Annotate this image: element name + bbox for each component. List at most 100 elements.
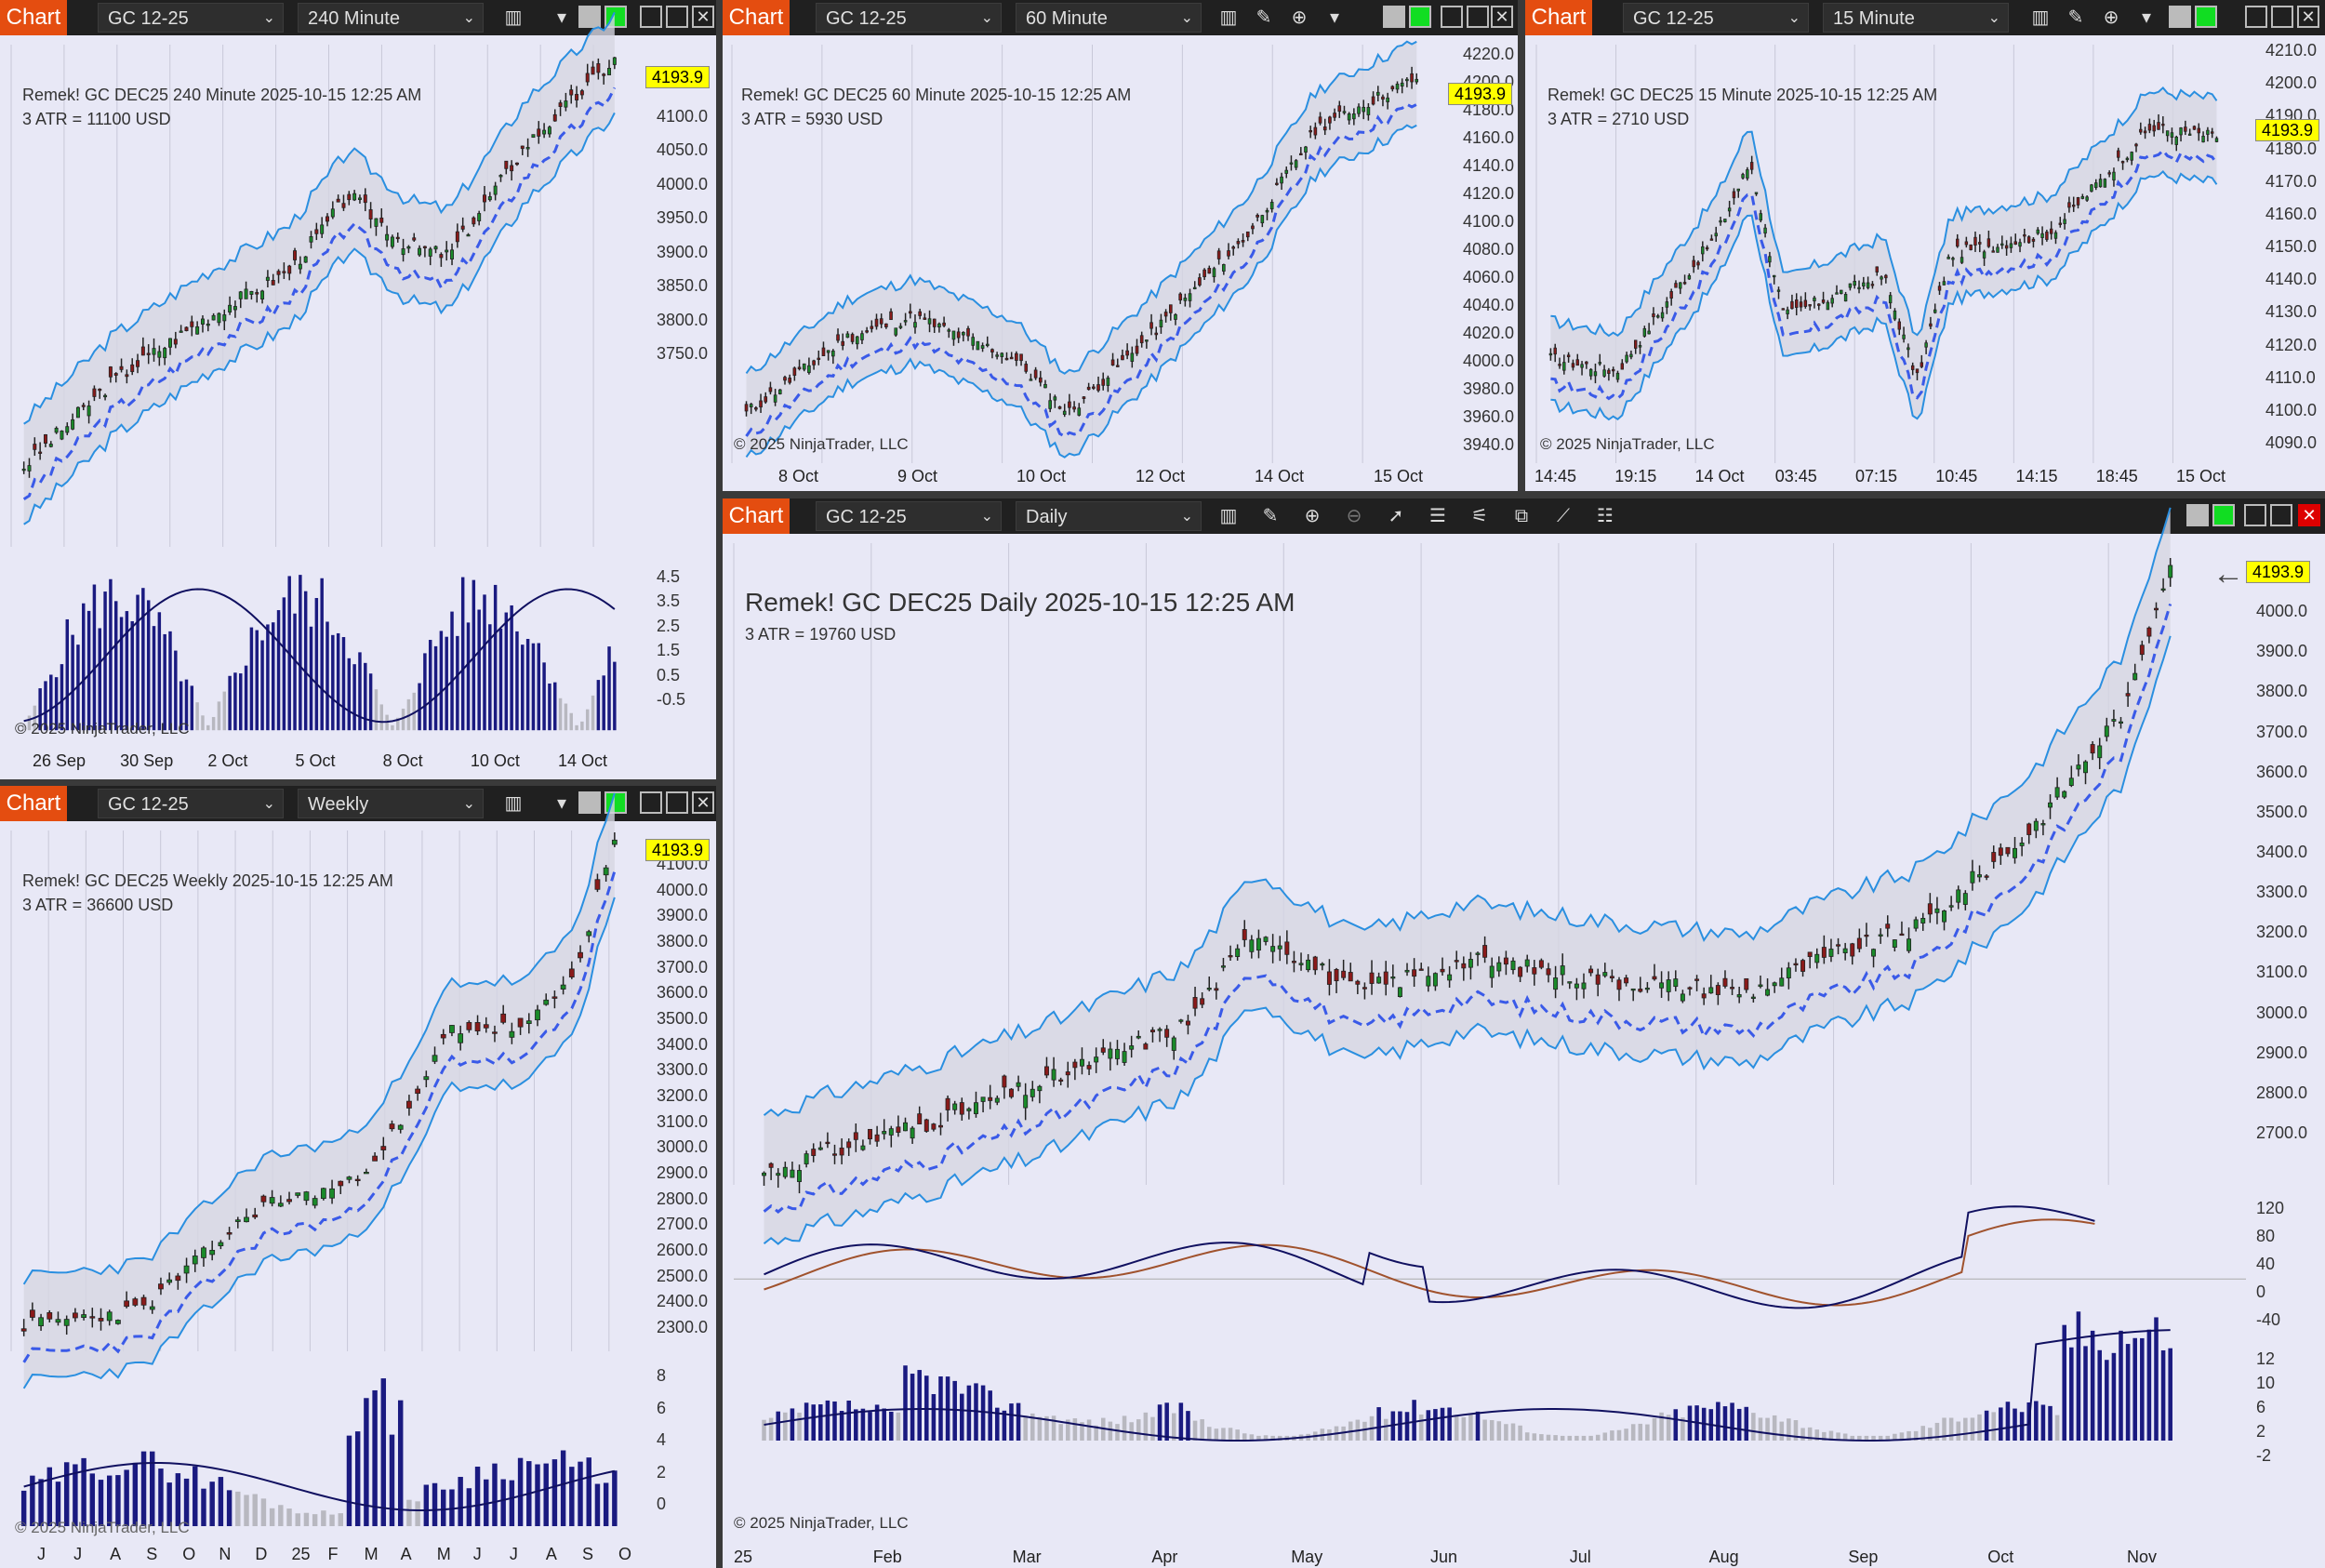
minimize-button[interactable]: [2245, 6, 2267, 28]
histogram-bar: [163, 633, 166, 731]
draw-tool-icon[interactable]: ✎: [1262, 506, 1279, 526]
indicators-icon[interactable]: ☷: [1597, 506, 1614, 526]
candle-body: [1094, 1056, 1099, 1063]
close-button[interactable]: ✕: [692, 6, 714, 28]
candle-body: [380, 1146, 387, 1150]
minimize-button[interactable]: [640, 6, 662, 28]
instrument-selector[interactable]: GC 12-25 ⌄: [98, 3, 284, 33]
time-label: J: [73, 1545, 83, 1563]
zoom-in-icon[interactable]: ⊕: [1291, 7, 1308, 28]
instrument-selector[interactable]: GC 12-25 ⌄: [816, 501, 1002, 531]
price-chart-svg: [731, 40, 1419, 463]
link-green-button[interactable]: [1409, 6, 1431, 28]
draw-tool-icon[interactable]: ✎: [1256, 7, 1272, 28]
candle-body: [923, 1119, 929, 1132]
histogram-bar: [1002, 1410, 1007, 1441]
price-panel[interactable]: Remek! GC DEC25 Weekly 2025-10-15 12:25 …: [10, 792, 646, 1389]
strategies-icon[interactable]: ⟋: [1557, 506, 1570, 526]
tick-label: 3750.0: [657, 344, 709, 363]
bar-type-icon[interactable]: ▥: [1219, 506, 1238, 526]
interval-selector[interactable]: 60 Minute ⌄: [1016, 3, 1202, 33]
instrument-selector[interactable]: GC 12-25 ⌄: [98, 789, 284, 818]
link-green-button[interactable]: [2212, 504, 2235, 526]
maximize-button[interactable]: [2271, 6, 2293, 28]
link-color-button[interactable]: [2186, 504, 2209, 526]
instrument-selector[interactable]: GC 12-25 ⌄: [816, 3, 1002, 33]
properties-icon[interactable]: ⚟: [1471, 506, 1488, 526]
time-label: 19:15: [1614, 467, 1657, 485]
maximize-button[interactable]: [666, 791, 688, 814]
close-button[interactable]: ✕: [2297, 6, 2319, 28]
histogram-bar: [1080, 1422, 1084, 1441]
chart-tab[interactable]: Chart: [0, 786, 67, 821]
candle-body: [1744, 977, 1749, 990]
candle-body: [1638, 345, 1642, 348]
candle-body: [329, 1188, 335, 1199]
chevron-down-icon[interactable]: ▾: [556, 7, 567, 28]
interval-selector[interactable]: Weekly ⌄: [298, 789, 484, 818]
link-color-button[interactable]: [578, 791, 601, 814]
candle-body: [140, 1296, 147, 1306]
interval-selector[interactable]: 15 Minute ⌄: [1823, 3, 2009, 33]
close-button[interactable]: ✕: [1491, 6, 1513, 28]
maximize-button[interactable]: [2270, 504, 2292, 526]
histogram-bar: [293, 613, 297, 731]
link-green-button[interactable]: [604, 791, 627, 814]
oscillator-panel[interactable]: [11, 1355, 646, 1541]
price-panel[interactable]: Remek! GC DEC25 15 Minute 2025-10-15 12:…: [1535, 45, 2252, 463]
histogram-bar: [2048, 1405, 2053, 1441]
draw-tool-icon[interactable]: ✎: [2067, 7, 2084, 28]
zoom-in-icon[interactable]: ⊕: [2103, 7, 2119, 28]
candle-body: [525, 147, 530, 150]
minimize-button[interactable]: [1441, 6, 1463, 28]
maximize-button[interactable]: [666, 6, 688, 28]
pointer-icon[interactable]: ➚: [1388, 506, 1404, 526]
data-box-icon[interactable]: ☰: [1429, 506, 1446, 526]
minimize-button[interactable]: [2244, 504, 2266, 526]
tick-label: 4140.0: [2265, 270, 2318, 289]
price-panel[interactable]: Remek! GC DEC25 Daily 2025-10-15 12:25 A…: [733, 507, 2246, 1245]
price-panel[interactable]: Remek! GC DEC25 240 Minute 2025-10-15 12…: [10, 11, 646, 547]
maximize-button[interactable]: [1467, 6, 1489, 28]
candle-body: [927, 318, 932, 325]
interval-selector[interactable]: Daily ⌄: [1016, 501, 1202, 531]
link-green-button[interactable]: [2195, 6, 2217, 28]
candle-body: [98, 1318, 104, 1322]
tick-label: 2700.0: [2256, 1123, 2308, 1142]
bar-type-icon[interactable]: ▥: [504, 7, 523, 28]
chevron-down-icon[interactable]: ▾: [1329, 7, 1340, 28]
histogram-bar: [1630, 1424, 1636, 1441]
histogram-bar: [521, 644, 525, 731]
price-panel[interactable]: Remek! GC DEC25 60 Minute 2025-10-15 12:…: [731, 40, 1453, 463]
chart-tab[interactable]: Chart: [0, 0, 67, 35]
templates-icon[interactable]: ⧉: [1514, 506, 1529, 526]
minimize-button[interactable]: [640, 791, 662, 814]
histogram-bar: [1899, 1432, 1905, 1441]
candle-body: [768, 1163, 774, 1168]
bar-type-icon[interactable]: ▥: [1219, 7, 1238, 28]
candle-body: [474, 1022, 481, 1031]
oscillator-panel[interactable]: [11, 551, 646, 746]
link-color-button[interactable]: [1383, 6, 1405, 28]
instrument-selector[interactable]: GC 12-25 ⌄: [1623, 3, 1809, 33]
chart-tab[interactable]: Chart: [723, 0, 790, 35]
chevron-down-icon[interactable]: ▾: [2141, 7, 2152, 28]
close-button[interactable]: ✕: [2298, 504, 2320, 526]
bar-type-icon[interactable]: ▥: [2031, 7, 2050, 28]
zoom-in-icon[interactable]: ⊕: [1304, 506, 1321, 526]
close-button[interactable]: ✕: [692, 791, 714, 814]
histogram-bar: [152, 626, 156, 731]
chart-tab[interactable]: Chart: [1525, 0, 1592, 35]
oscillator-panel-1[interactable]: [734, 1189, 2246, 1344]
back-arrow-icon[interactable]: ←: [2212, 556, 2244, 591]
atr-label: 3 ATR = 2710 USD: [1548, 110, 1690, 128]
zoom-out-icon[interactable]: ⊖: [1346, 506, 1362, 526]
link-color-button[interactable]: [2169, 6, 2191, 28]
link-color-button[interactable]: [578, 6, 601, 28]
interval-selector[interactable]: 240 Minute ⌄: [298, 3, 484, 33]
chart-tab[interactable]: Chart: [723, 498, 790, 534]
bar-type-icon[interactable]: ▥: [504, 793, 523, 814]
oscillator-panel-2[interactable]: [734, 1311, 2246, 1534]
candle-body: [1009, 356, 1014, 360]
chevron-down-icon[interactable]: ▾: [556, 793, 567, 814]
